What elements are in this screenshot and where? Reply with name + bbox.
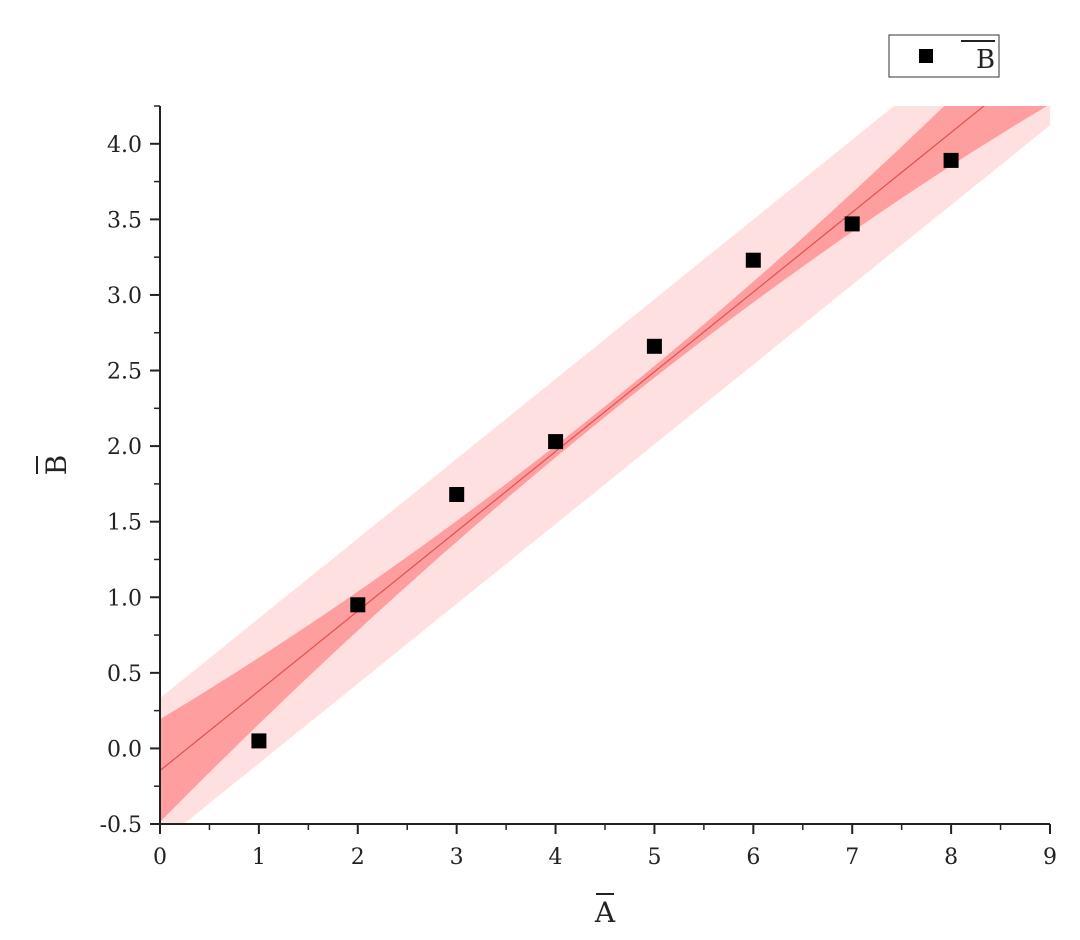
x-axis-label-text: A — [594, 896, 616, 929]
prediction-band — [160, 106, 1050, 824]
fit-line — [160, 106, 985, 772]
y-tick-label: 3.5 — [107, 208, 142, 233]
y-tick-label: 1.5 — [107, 511, 142, 536]
data-point — [449, 487, 465, 502]
y-tick-label: 2.0 — [107, 435, 142, 460]
x-tick-label: 1 — [252, 845, 266, 870]
x-tick-label: 8 — [944, 845, 958, 870]
x-tick-label: 5 — [647, 845, 661, 870]
x-tick-label: 3 — [450, 845, 464, 870]
y-tick-label: 0.0 — [107, 737, 142, 762]
data-point — [745, 252, 761, 268]
legend: B — [888, 34, 1000, 78]
legend-marker — [919, 49, 933, 63]
y-axis-label-text: B — [40, 455, 73, 476]
y-tick-label: 0.5 — [107, 662, 142, 687]
y-tick-label: 4.0 — [107, 133, 142, 158]
x-tick-label: 2 — [351, 845, 365, 870]
data-point — [646, 338, 662, 354]
x-tick-label: 4 — [549, 845, 563, 870]
y-tick-label: 1.0 — [107, 586, 142, 611]
x-tick-label: 9 — [1043, 845, 1057, 870]
y-tick-label: 2.5 — [107, 360, 142, 385]
x-tick-label: 6 — [746, 845, 760, 870]
plot-area — [160, 106, 1050, 824]
data-point — [251, 733, 267, 749]
x-axis: 0 1 2 3 4 5 6 7 8 9 — [153, 823, 1057, 870]
data-point — [548, 434, 564, 450]
x-tick-label: 0 — [153, 845, 167, 870]
data-points — [251, 152, 959, 749]
x-axis-label: A — [594, 893, 616, 929]
y-axis-label: B — [36, 455, 73, 476]
data-point — [350, 597, 366, 613]
y-axis: -0.5 0.0 0.5 1.0 1.5 2.0 2.5 3.0 3.5 4.0 — [100, 105, 161, 838]
data-point — [943, 152, 959, 168]
legend-series-name: B — [976, 45, 995, 75]
data-point — [844, 216, 860, 232]
y-tick-label: -0.5 — [100, 813, 142, 838]
x-tick-label: 7 — [845, 845, 859, 870]
y-tick-label: 3.0 — [107, 284, 142, 309]
